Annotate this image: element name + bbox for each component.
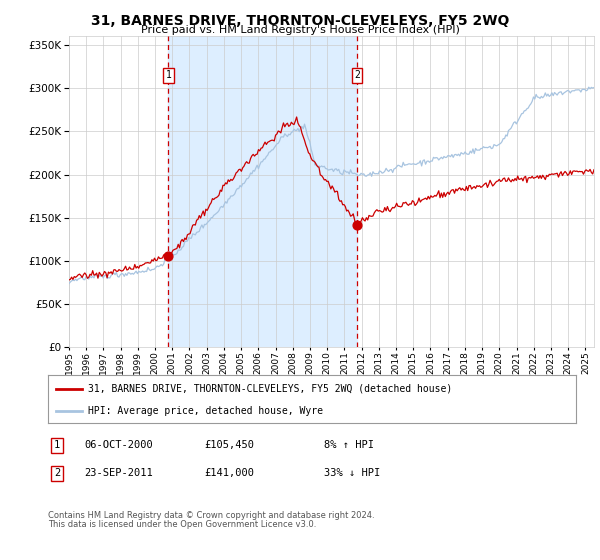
Text: £141,000: £141,000 (204, 468, 254, 478)
Text: Price paid vs. HM Land Registry's House Price Index (HPI): Price paid vs. HM Land Registry's House … (140, 25, 460, 35)
Text: £105,450: £105,450 (204, 440, 254, 450)
Text: Contains HM Land Registry data © Crown copyright and database right 2024.: Contains HM Land Registry data © Crown c… (48, 511, 374, 520)
Bar (169, 36, 357, 347)
Text: 31, BARNES DRIVE, THORNTON-CLEVELEYS, FY5 2WQ: 31, BARNES DRIVE, THORNTON-CLEVELEYS, FY… (91, 14, 509, 28)
Text: 06-OCT-2000: 06-OCT-2000 (84, 440, 153, 450)
Text: 2: 2 (54, 468, 60, 478)
Text: 1: 1 (54, 440, 60, 450)
Text: This data is licensed under the Open Government Licence v3.0.: This data is licensed under the Open Gov… (48, 520, 316, 529)
Text: 2: 2 (354, 70, 360, 80)
Point (352, 221, 362, 230)
Text: 33% ↓ HPI: 33% ↓ HPI (324, 468, 380, 478)
Text: 1: 1 (166, 70, 171, 80)
Text: 31, BARNES DRIVE, THORNTON-CLEVELEYS, FY5 2WQ (detached house): 31, BARNES DRIVE, THORNTON-CLEVELEYS, FY… (88, 384, 452, 394)
Text: HPI: Average price, detached house, Wyre: HPI: Average price, detached house, Wyre (88, 406, 323, 416)
Text: 23-SEP-2011: 23-SEP-2011 (84, 468, 153, 478)
Point (164, 251, 173, 260)
Text: 8% ↑ HPI: 8% ↑ HPI (324, 440, 374, 450)
